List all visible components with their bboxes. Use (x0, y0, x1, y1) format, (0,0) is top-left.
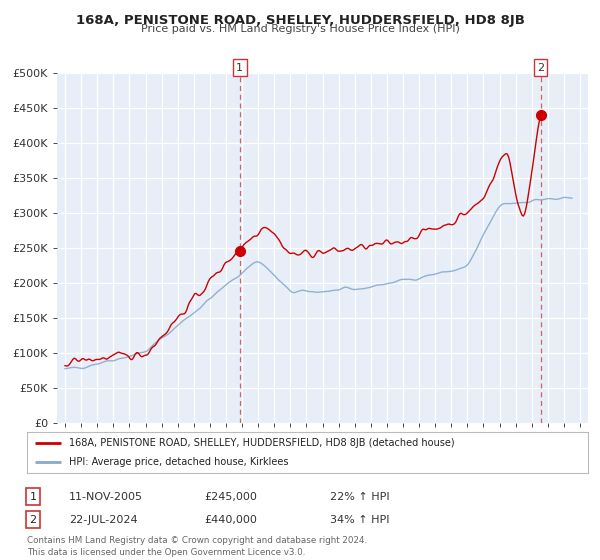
Text: 2: 2 (29, 515, 37, 525)
Text: 22% ↑ HPI: 22% ↑ HPI (330, 492, 389, 502)
Text: HPI: Average price, detached house, Kirklees: HPI: Average price, detached house, Kirk… (69, 457, 289, 467)
Text: £440,000: £440,000 (204, 515, 257, 525)
Text: 168A, PENISTONE ROAD, SHELLEY, HUDDERSFIELD, HD8 8JB (detached house): 168A, PENISTONE ROAD, SHELLEY, HUDDERSFI… (69, 438, 455, 449)
Text: 11-NOV-2005: 11-NOV-2005 (69, 492, 143, 502)
Text: 34% ↑ HPI: 34% ↑ HPI (330, 515, 389, 525)
Text: 2: 2 (537, 63, 544, 73)
Text: Price paid vs. HM Land Registry's House Price Index (HPI): Price paid vs. HM Land Registry's House … (140, 24, 460, 34)
Text: 1: 1 (29, 492, 37, 502)
Text: 22-JUL-2024: 22-JUL-2024 (69, 515, 137, 525)
Text: 1: 1 (236, 63, 243, 73)
Text: £245,000: £245,000 (204, 492, 257, 502)
Text: Contains HM Land Registry data © Crown copyright and database right 2024.
This d: Contains HM Land Registry data © Crown c… (27, 536, 367, 557)
Text: 168A, PENISTONE ROAD, SHELLEY, HUDDERSFIELD, HD8 8JB: 168A, PENISTONE ROAD, SHELLEY, HUDDERSFI… (76, 14, 524, 27)
